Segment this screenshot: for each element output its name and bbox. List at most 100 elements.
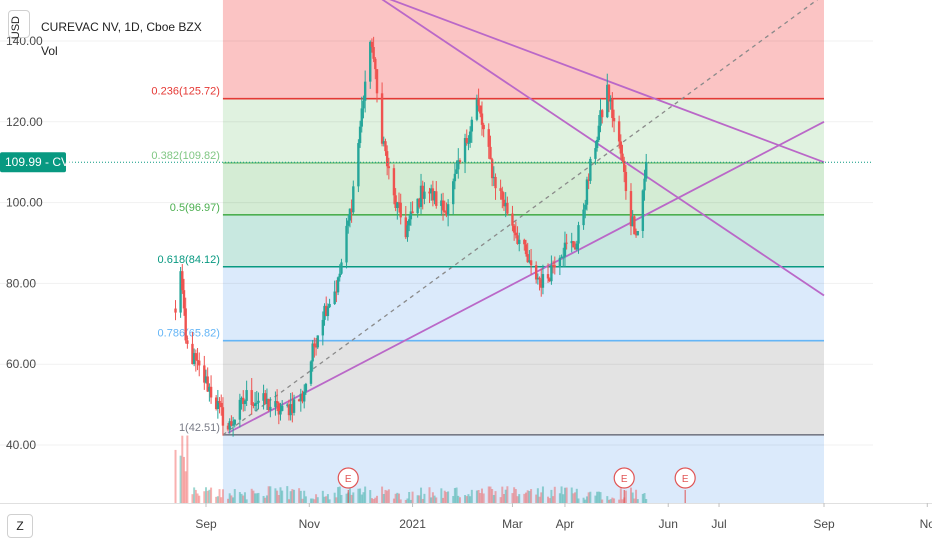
- candle-body: [502, 199, 506, 207]
- candle-body: [480, 113, 484, 125]
- candle-body: [482, 124, 485, 130]
- candle-body: [274, 401, 277, 407]
- candle-body: [242, 397, 245, 405]
- candle-body: [299, 393, 303, 402]
- volume-bar: [277, 495, 280, 503]
- volume-bar: [399, 499, 402, 503]
- candle-body: [194, 353, 198, 361]
- candle-body: [345, 225, 348, 263]
- volume-bar: [506, 486, 509, 503]
- volume-bar: [530, 489, 533, 503]
- volume-bar: [607, 499, 610, 503]
- candle-body: [396, 202, 399, 208]
- candle-body: [418, 198, 421, 207]
- bottom-left-button[interactable]: Z: [7, 514, 33, 538]
- candle-body: [501, 190, 504, 200]
- volume-bar: [384, 489, 387, 503]
- volume-bar: [333, 492, 336, 503]
- candle-body: [280, 405, 284, 411]
- volume-bar: [489, 486, 492, 503]
- volume-bar: [502, 494, 505, 503]
- volume-bar: [565, 487, 568, 503]
- volume-bar: [357, 488, 360, 503]
- candle-body: [392, 168, 396, 196]
- volume-bar: [398, 493, 401, 503]
- bottom-left-label: Z: [16, 519, 24, 533]
- candle-body: [279, 410, 282, 415]
- candle-body: [304, 383, 308, 392]
- candle-body: [208, 386, 211, 392]
- volume-bar: [286, 486, 289, 503]
- volume-bar: [218, 489, 221, 503]
- volume-bar: [577, 498, 580, 503]
- volume-bar: [392, 498, 395, 503]
- volume-bar: [374, 497, 377, 503]
- candle-body: [429, 188, 433, 194]
- volume-bar: [255, 493, 258, 503]
- candle-body: [336, 277, 340, 293]
- volume-bar: [523, 493, 526, 503]
- candle-body: [221, 407, 225, 426]
- earnings-label: E: [345, 474, 352, 485]
- volume-bar: [210, 487, 213, 503]
- candle-body: [536, 277, 540, 280]
- candle-body: [607, 84, 611, 102]
- candle-body: [196, 360, 199, 362]
- candle-body: [534, 265, 538, 280]
- candle-body: [350, 208, 353, 213]
- price-badge-text: 109.99 - CVAC: [5, 155, 85, 169]
- volume-bar: [587, 492, 590, 503]
- volume-bar: [420, 487, 423, 503]
- fib-level-label: 0.236(125.72): [151, 86, 220, 98]
- x-tick-label: Jul: [711, 517, 726, 531]
- candle-body: [416, 198, 419, 214]
- candle-body: [348, 208, 352, 221]
- volume-bar: [416, 495, 419, 503]
- volume-bar: [482, 493, 485, 503]
- candle-body: [623, 160, 626, 172]
- candle-body: [184, 308, 187, 341]
- volume-bar: [370, 498, 373, 503]
- candle-body: [443, 210, 446, 213]
- candle-body: [572, 241, 575, 248]
- candle-body: [360, 108, 363, 127]
- trendline: [389, 0, 825, 164]
- volume-bar: [337, 487, 340, 503]
- volume-bar: [455, 487, 458, 503]
- fib-band: [222, 434, 824, 503]
- candle-body: [631, 216, 634, 227]
- candle-body: [289, 404, 292, 416]
- candle-body: [428, 191, 431, 194]
- candle-body: [297, 399, 301, 402]
- candle-body: [245, 390, 248, 401]
- candle-body: [407, 219, 411, 226]
- candle-body: [511, 213, 514, 226]
- candle-body: [231, 424, 235, 426]
- x-tick-label: No: [920, 517, 932, 531]
- volume-bar: [547, 496, 550, 503]
- candle-body: [323, 305, 326, 320]
- volume-bar: [528, 491, 531, 503]
- candle-body: [287, 404, 291, 416]
- volume-bar: [552, 496, 555, 503]
- volume-bar: [326, 494, 329, 503]
- candle-body: [286, 404, 289, 406]
- candle-body: [490, 159, 494, 179]
- volume-bar: [394, 493, 397, 503]
- volume-bar: [558, 493, 561, 503]
- candle-body: [182, 290, 186, 309]
- candle-body: [335, 291, 338, 293]
- candle-body: [645, 162, 648, 179]
- x-tick-label: Apr: [556, 517, 575, 531]
- volume-bar: [208, 489, 211, 503]
- volume-bar: [406, 498, 409, 503]
- volume-bar: [313, 499, 316, 503]
- earnings-label: E: [621, 474, 628, 485]
- price-badge: [0, 152, 66, 173]
- candle-body: [435, 191, 438, 206]
- volume-bar: [381, 486, 384, 503]
- volume-bar: [594, 495, 597, 503]
- candle-body: [333, 291, 336, 304]
- trendline: [227, 121, 825, 434]
